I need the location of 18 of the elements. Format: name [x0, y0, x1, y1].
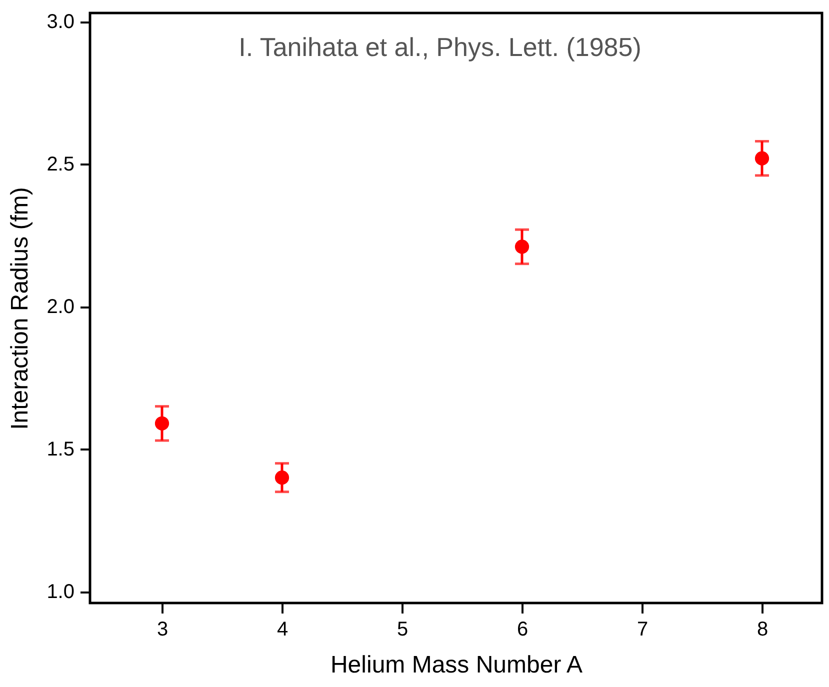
y-tick-label: 1.5	[46, 438, 74, 461]
x-tick-label: 4	[276, 618, 288, 640]
x-tick-label: 8	[756, 618, 768, 640]
x-tick-label: 7	[636, 618, 648, 640]
y-tick-label: 2.5	[46, 154, 74, 176]
annotation: I. Tanihata et al., Phys. Lett. (1985)	[238, 32, 642, 62]
point	[754, 151, 770, 166]
y-tick-label: 2.0	[46, 296, 74, 318]
y-tick-label: 1.0	[46, 581, 74, 604]
point	[514, 240, 530, 254]
x-tick-label: 3	[156, 618, 168, 640]
x-tick-label: 5	[396, 618, 408, 640]
y-axis-title: Interaction Radius (fm)	[6, 187, 34, 430]
y-tick-label: 3.0	[46, 11, 74, 34]
x-tick-label: 6	[516, 618, 528, 640]
x-axis-title: Helium Mass Number A	[330, 652, 583, 678]
point	[274, 470, 290, 485]
point	[154, 416, 170, 430]
